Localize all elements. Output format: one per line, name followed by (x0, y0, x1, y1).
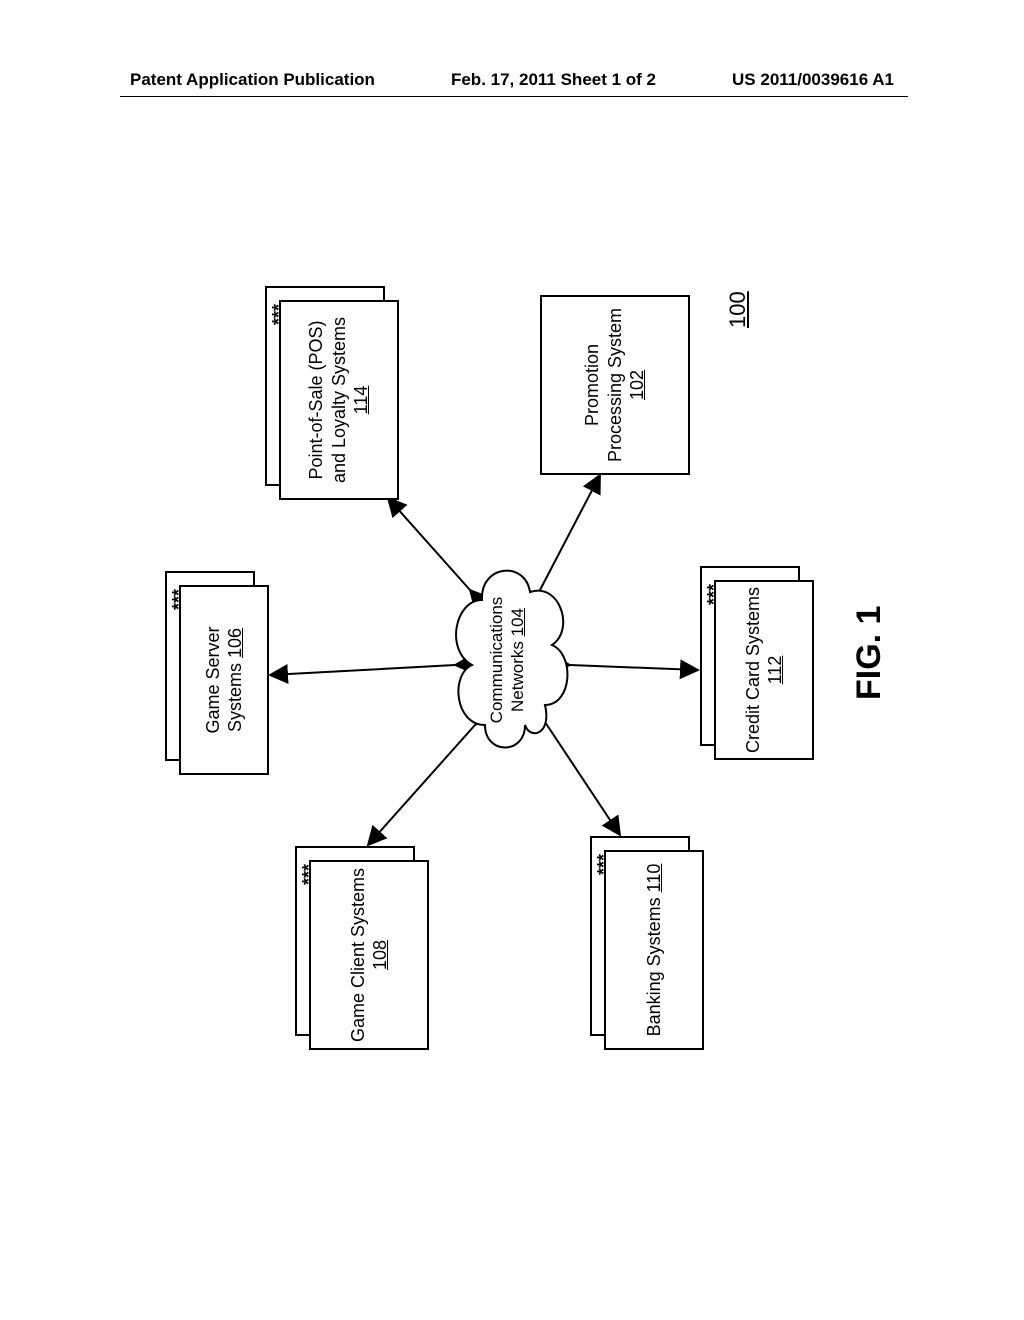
diagram-rotated-canvas: ***Game Server Systems 106***Game Client… (110, 200, 910, 1120)
node-box-game-client: Game Client Systems 108 (309, 860, 429, 1050)
node-game-client: ***Game Client Systems 108 (295, 846, 429, 1050)
node-box-pos: Point-of-Sale (POS) and Loyalty Systems … (279, 300, 399, 500)
figure-label: FIG. 1 (850, 606, 889, 700)
node-box-game-server: Game Server Systems 106 (179, 585, 269, 775)
edge-cloud-game-server (270, 665, 455, 675)
node-label: Credit Card Systems 112 (742, 586, 787, 754)
node-ref: 102 (627, 370, 647, 400)
node-label: Promotion Processing System 102 (581, 301, 649, 469)
node-ref: 108 (370, 940, 390, 970)
node-banking: ***Banking Systems 110 (590, 836, 704, 1050)
header-rule (120, 96, 908, 97)
figure-reference-number: 100 (725, 291, 751, 328)
cloud-communications-networks: Communications Networks 104 (450, 570, 570, 750)
cloud-label: Communications Networks 104 (486, 570, 529, 750)
figure-1-diagram: ***Game Server Systems 106***Game Client… (110, 200, 910, 1120)
node-game-server: ***Game Server Systems 106 (165, 571, 269, 775)
header-center: Feb. 17, 2011 Sheet 1 of 2 (451, 70, 656, 90)
edge-cloud-credit (570, 665, 698, 670)
node-pos: ***Point-of-Sale (POS) and Loyalty Syste… (265, 286, 399, 500)
node-promo: Promotion Processing System 102 (540, 295, 690, 475)
node-credit: ***Credit Card Systems 112 (700, 566, 814, 760)
node-box-banking: Banking Systems 110 (604, 850, 704, 1050)
cloud-label-line1: Communications (487, 597, 506, 724)
page-header: Patent Application Publication Feb. 17, … (0, 70, 1024, 90)
cloud-label-line2: Networks (508, 641, 527, 712)
node-ref: 110 (644, 864, 664, 893)
header-right: US 2011/0039616 A1 (732, 70, 894, 90)
node-box-promo: Promotion Processing System 102 (540, 295, 690, 475)
node-label: Game Server Systems 106 (202, 591, 247, 769)
cloud-ref: 104 (508, 608, 527, 636)
header-left: Patent Application Publication (130, 70, 375, 90)
node-ref: 106 (225, 628, 245, 658)
node-label: Game Client Systems 108 (347, 866, 392, 1044)
node-label: Banking Systems 110 (643, 864, 666, 1037)
node-box-credit: Credit Card Systems 112 (714, 580, 814, 760)
node-label: Point-of-Sale (POS) and Loyalty Systems … (305, 306, 373, 494)
node-ref: 114 (351, 386, 371, 415)
node-ref: 112 (765, 656, 785, 685)
